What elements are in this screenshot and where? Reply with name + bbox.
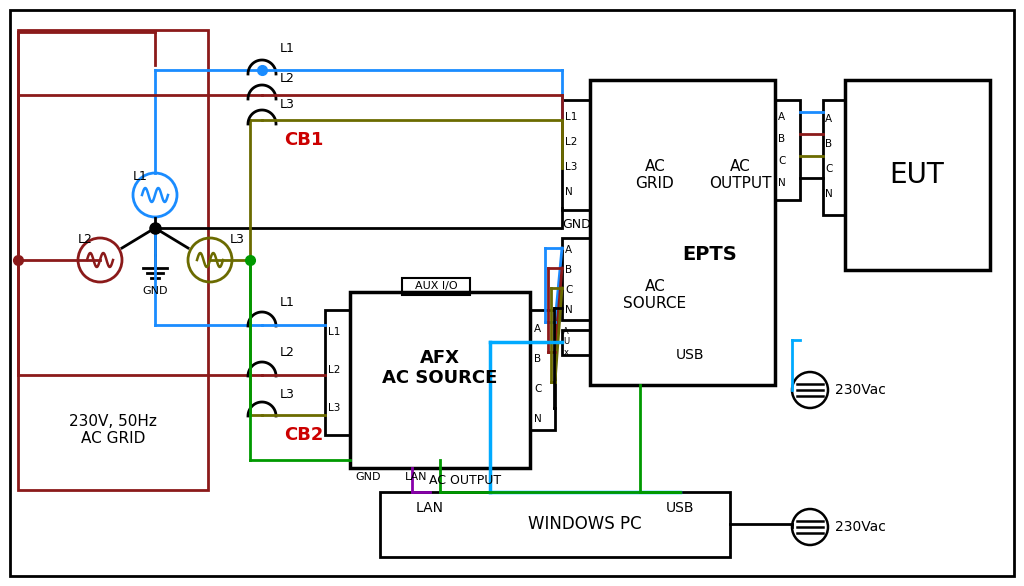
- Text: B: B: [778, 134, 785, 144]
- Text: CB1: CB1: [284, 131, 324, 149]
- Text: L3: L3: [328, 403, 340, 413]
- Text: N: N: [778, 178, 785, 188]
- Text: N: N: [825, 189, 833, 199]
- Text: L3: L3: [565, 162, 578, 172]
- Text: L1: L1: [328, 327, 340, 337]
- Bar: [325, 310, 350, 435]
- Text: AC OUTPUT: AC OUTPUT: [429, 473, 501, 486]
- Text: L2: L2: [78, 233, 93, 246]
- Text: AC
SOURCE: AC SOURCE: [624, 279, 686, 311]
- Text: GND: GND: [142, 286, 168, 296]
- Bar: [530, 310, 555, 430]
- Text: A: A: [534, 324, 541, 334]
- Text: L1: L1: [280, 296, 295, 309]
- Text: L2: L2: [280, 346, 295, 359]
- Text: L1: L1: [565, 112, 578, 122]
- Bar: [590, 80, 775, 385]
- Text: N: N: [565, 305, 572, 315]
- Text: A: A: [825, 114, 833, 124]
- Text: LAN: LAN: [416, 501, 444, 515]
- Text: L2: L2: [280, 72, 295, 85]
- Text: L1: L1: [280, 42, 295, 55]
- Text: B: B: [534, 354, 541, 364]
- Text: EUT: EUT: [890, 161, 944, 189]
- Text: L1: L1: [133, 170, 147, 183]
- Text: L2: L2: [565, 137, 578, 147]
- Bar: [845, 80, 990, 270]
- Text: USB: USB: [676, 348, 705, 362]
- Bar: [562, 330, 590, 355]
- Text: A
U
x: A U x: [563, 327, 569, 357]
- Text: N: N: [534, 414, 542, 424]
- Bar: [380, 492, 730, 557]
- Text: CB2: CB2: [284, 426, 324, 444]
- Bar: [775, 100, 800, 200]
- Text: L2: L2: [328, 365, 340, 375]
- Text: A: A: [565, 245, 572, 255]
- Text: 230V, 50Hz
AC GRID: 230V, 50Hz AC GRID: [69, 414, 157, 446]
- Bar: [350, 292, 530, 468]
- Text: N: N: [565, 187, 572, 197]
- Text: 230Vac: 230Vac: [835, 520, 886, 534]
- Text: B: B: [565, 265, 572, 275]
- Text: 230Vac: 230Vac: [835, 383, 886, 397]
- Text: L3: L3: [280, 388, 295, 401]
- Bar: [402, 278, 470, 295]
- Text: C: C: [534, 384, 542, 394]
- Text: L3: L3: [230, 233, 245, 246]
- Text: C: C: [825, 164, 833, 174]
- Text: GND: GND: [355, 472, 381, 482]
- Text: L3: L3: [280, 98, 295, 111]
- Bar: [562, 100, 590, 210]
- Bar: [562, 238, 590, 320]
- Text: C: C: [565, 285, 572, 295]
- Text: USB: USB: [666, 501, 694, 515]
- Text: B: B: [825, 139, 833, 149]
- Text: GND: GND: [562, 218, 591, 231]
- Text: AC
GRID: AC GRID: [636, 159, 675, 191]
- Bar: [823, 100, 845, 215]
- Text: LAN: LAN: [406, 472, 427, 482]
- Text: C: C: [778, 156, 785, 166]
- Text: A: A: [778, 112, 785, 122]
- Bar: [18, 30, 208, 490]
- Text: AFX
AC SOURCE: AFX AC SOURCE: [382, 349, 498, 387]
- Text: AC
OUTPUT: AC OUTPUT: [709, 159, 771, 191]
- Text: WINDOWS PC: WINDOWS PC: [528, 515, 642, 533]
- Text: AUX I/O: AUX I/O: [415, 281, 458, 291]
- Text: EPTS: EPTS: [683, 246, 737, 264]
